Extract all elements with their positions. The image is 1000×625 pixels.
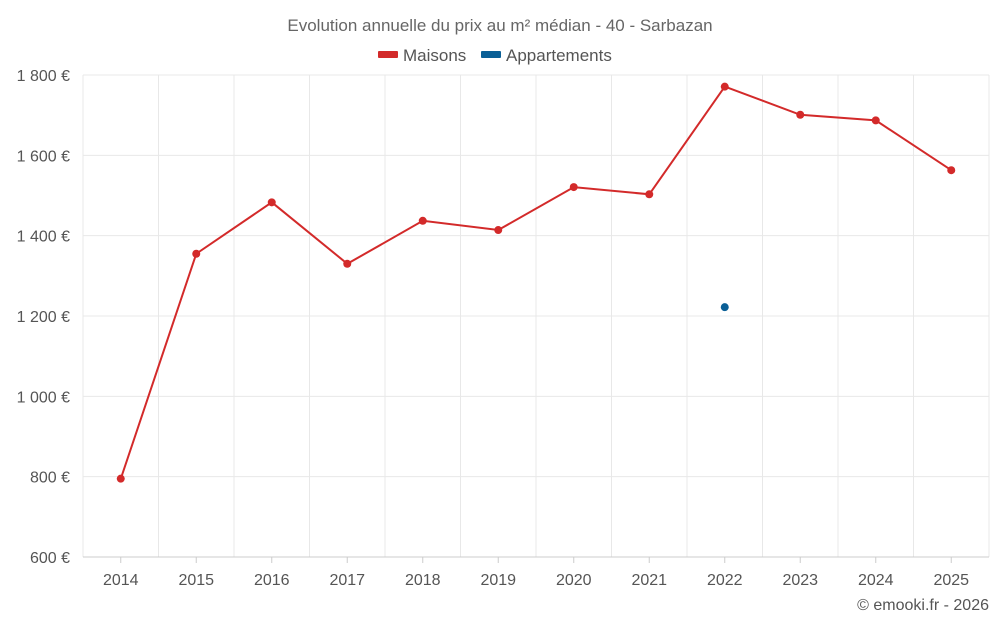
data-point-maisons[interactable] (871, 116, 880, 125)
data-point-maisons[interactable] (947, 166, 956, 175)
x-tick-label: 2025 (933, 572, 969, 589)
axes: 600 € 800 € 1 000 € 1 200 € 1 400 € 1 600 € 1 … (17, 68, 989, 589)
x-tick-label: 2015 (178, 572, 214, 589)
x-tick-label: 2014 (103, 572, 139, 589)
legend-item-appartements[interactable]: Appartements (481, 46, 612, 65)
legend-swatch-maisons (378, 51, 398, 58)
y-tick-label: 800 € (30, 470, 70, 487)
y-tick-label: 1 000 € (17, 389, 70, 406)
data-point-maisons[interactable] (343, 259, 352, 268)
series (116, 82, 956, 483)
data-point-maisons[interactable] (418, 216, 427, 225)
legend: Maisons Appartements (378, 46, 612, 65)
data-point-maisons[interactable] (796, 110, 805, 119)
x-tick-label: 2017 (329, 572, 365, 589)
legend-swatch-appartements (481, 51, 501, 58)
x-tick-label: 2022 (707, 572, 743, 589)
series-line-maisons (119, 85, 952, 480)
x-tick-label: 2021 (631, 572, 667, 589)
data-point-maisons[interactable] (494, 226, 503, 235)
y-tick-label: 1 400 € (17, 229, 70, 246)
data-point-maisons[interactable] (192, 249, 201, 258)
x-tick-label: 2024 (858, 572, 894, 589)
x-tick-label: 2016 (254, 572, 290, 589)
y-tick-label: 1 800 € (17, 68, 70, 85)
y-tick-label: 600 € (30, 550, 70, 567)
x-tick-label: 2018 (405, 572, 441, 589)
credit-text: © emooki.fr - 2026 (857, 597, 989, 614)
data-point-maisons[interactable] (569, 183, 578, 192)
x-tick-label: 2019 (480, 572, 516, 589)
y-tick-label: 1 200 € (17, 309, 70, 326)
data-point-appartements[interactable] (720, 303, 729, 312)
legend-item-maisons[interactable]: Maisons (378, 46, 466, 65)
legend-label-appartements: Appartements (506, 46, 612, 65)
data-point-maisons[interactable] (720, 82, 729, 91)
data-point-maisons[interactable] (116, 474, 125, 483)
data-point-maisons[interactable] (267, 198, 276, 207)
legend-label-maisons: Maisons (403, 46, 466, 65)
y-tick-label: 1 600 € (17, 148, 70, 165)
grid (82, 74, 990, 557)
x-tick-label: 2023 (782, 572, 818, 589)
chart-title: Evolution annuelle du prix au m² médian … (287, 16, 712, 35)
x-tick-label: 2020 (556, 572, 592, 589)
data-point-maisons[interactable] (645, 190, 654, 199)
